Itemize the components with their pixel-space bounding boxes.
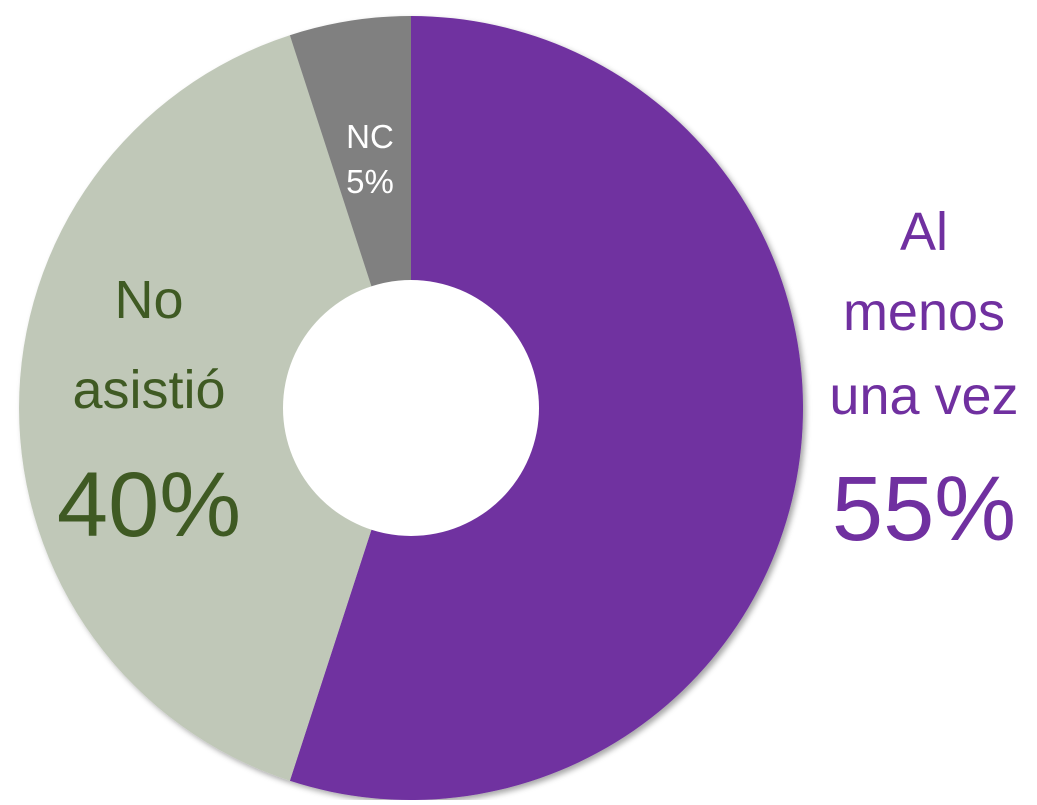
slice-value-label-al-menos-una-vez: 55%: [832, 458, 1016, 560]
slice-label-nc: NC: [346, 118, 394, 155]
donut-hole: [283, 280, 539, 536]
labels-layer: Al menos una vez 55% No asistió 40% NC 5%: [57, 118, 1019, 560]
pie-slice-al-menos-una-vez: [289, 15, 804, 800]
slice-value-label-nc: 5%: [346, 163, 394, 200]
slice-label-no-asisti-: asistió: [72, 360, 225, 420]
pie-slice-no-asisti-: [19, 35, 411, 781]
slice-value-label-no-asisti-: 40%: [57, 454, 241, 556]
slice-label-al-menos-una-vez: una vez: [829, 366, 1018, 426]
slice-label-no-asisti-: No: [114, 270, 183, 330]
slice-label-al-menos-una-vez: Al: [900, 202, 948, 262]
slice-label-al-menos-una-vez: menos: [843, 282, 1005, 342]
